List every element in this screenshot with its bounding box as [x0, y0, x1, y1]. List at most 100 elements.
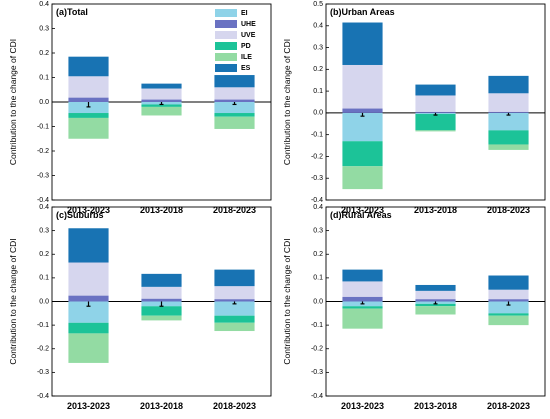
y-tick-label: -0.2 [311, 346, 323, 353]
y-tick-label: -0.1 [311, 322, 323, 329]
bar-segment-es [68, 228, 109, 263]
legend-item-pd: PD [215, 42, 251, 50]
y-axis-label: Contribution to the change of CDI [282, 39, 292, 165]
y-tick-label: 0.3 [39, 227, 49, 234]
bar-segment-uve [141, 88, 182, 100]
bar-segment-ile [342, 308, 383, 329]
x-tick-label: 2018-2023 [487, 401, 530, 411]
bar-segment-uve [68, 262, 109, 296]
y-tick-label: 0.2 [39, 251, 49, 258]
plot-frame [325, 3, 546, 201]
y-tick-label: 0.1 [313, 88, 323, 95]
bar-segment-es [488, 275, 529, 290]
legend-item-es: ES [215, 64, 251, 72]
bar-segment-pd [141, 306, 182, 316]
bar-segment-uve [488, 289, 529, 300]
bar-segment-ile [488, 315, 529, 326]
y-tick-label: -0.4 [37, 393, 49, 400]
bar-segment-ile [342, 166, 383, 190]
x-tick-label: 2013-2018 [414, 401, 457, 411]
bar-segment-uhe [488, 299, 529, 302]
y-tick-label: 0.4 [39, 1, 49, 8]
legend-swatch [215, 42, 237, 50]
bar-segment-pd [342, 306, 383, 309]
bar-segment-uve [488, 93, 529, 112]
panel-b-urban-areas: (b)Urban Areas Contribution to the chang… [282, 1, 546, 215]
panel-a-total: (a)Total Contribution to the change of C… [8, 1, 272, 215]
y-tick-label: 0.1 [39, 275, 49, 282]
y-tick-label: 0.4 [313, 204, 323, 211]
panel-title: (d)Rural Areas [330, 210, 392, 220]
bar-segment-uhe [214, 299, 255, 302]
legend-swatch [215, 20, 237, 28]
y-axis-label: Contribution to the change of CDI [282, 238, 292, 364]
bar-segment-ei [342, 112, 383, 142]
bar-segment-es [68, 56, 109, 77]
bar-segment-es [214, 75, 255, 88]
x-tick-label: 2013-2018 [140, 205, 183, 215]
x-tick-label: 2018-2023 [213, 205, 256, 215]
y-axis-label: Contribution to the change of CDI [8, 39, 18, 165]
panel-title: (a)Total [56, 7, 88, 17]
bar-segment-uhe [141, 298, 182, 302]
x-tick-label: 2013-2018 [414, 205, 457, 215]
y-tick-label: 0.2 [313, 66, 323, 73]
y-tick-label: 0.1 [313, 275, 323, 282]
y-tick-label: 0.0 [313, 298, 323, 305]
bar-segment-pd [488, 313, 529, 316]
bar-segment-es [342, 22, 383, 65]
legend-label: ES [241, 65, 251, 72]
bar-segment-uhe [68, 97, 109, 102]
bar-segment-ei [214, 102, 255, 114]
y-tick-label: -0.2 [37, 148, 49, 155]
legend-swatch [215, 64, 237, 72]
y-tick-label: 0.4 [39, 204, 49, 211]
bar-segment-uve [415, 290, 456, 300]
y-tick-label: -0.4 [311, 393, 323, 400]
legend-swatch [215, 53, 237, 61]
x-tick-label: 2013-2023 [341, 205, 384, 215]
bar-segment-ei [68, 301, 109, 323]
bar-segment-pd [415, 303, 456, 307]
y-tick-label: 0.0 [39, 99, 49, 106]
bar-segment-ile [415, 306, 456, 315]
bar-segment-ile [141, 315, 182, 321]
bar-segment-es [141, 273, 182, 287]
legend-item-ei: EI [215, 9, 248, 17]
bar-segment-pd [68, 322, 109, 334]
bar-segment-ile [415, 130, 456, 132]
bar-segment-pd [214, 113, 255, 117]
bar-segment-pd [488, 130, 529, 145]
bar-segment-ile [214, 322, 255, 332]
y-tick-label: -0.3 [37, 369, 49, 376]
y-tick-label: -0.3 [311, 369, 323, 376]
legend-swatch [215, 9, 237, 17]
y-tick-label: 0.2 [313, 251, 323, 258]
legend-label: PD [241, 43, 251, 50]
y-tick-label: 0.2 [39, 50, 49, 57]
y-tick-label: -0.2 [311, 153, 323, 160]
bar-segment-es [141, 83, 182, 89]
bar-segment-uhe [342, 296, 383, 302]
y-tick-label: -0.1 [37, 123, 49, 130]
y-tick-label: -0.3 [311, 175, 323, 182]
panel-title: (b)Urban Areas [330, 7, 395, 17]
y-axis-label: Contribution to the change of CDI [8, 238, 18, 364]
bar-segment-ei [488, 301, 529, 314]
bar-segment-pd [342, 141, 383, 167]
legend-label: ILE [241, 54, 252, 61]
bar-segment-es [342, 269, 383, 282]
y-tick-label: -0.4 [311, 197, 323, 204]
bar-segment-ile [68, 333, 109, 363]
bar-segment-ei [214, 301, 255, 316]
y-tick-label: 0.0 [313, 110, 323, 117]
bar-segment-ei [68, 102, 109, 114]
bar-segment-ile [214, 116, 255, 129]
y-tick-label: -0.3 [37, 172, 49, 179]
bar-segment-ile [141, 106, 182, 116]
bar-segment-uhe [141, 99, 182, 102]
bar-segment-uve [342, 64, 383, 109]
y-tick-label: 0.4 [313, 23, 323, 30]
legend-label: UVE [241, 32, 256, 39]
bar-segment-ile [68, 117, 109, 139]
